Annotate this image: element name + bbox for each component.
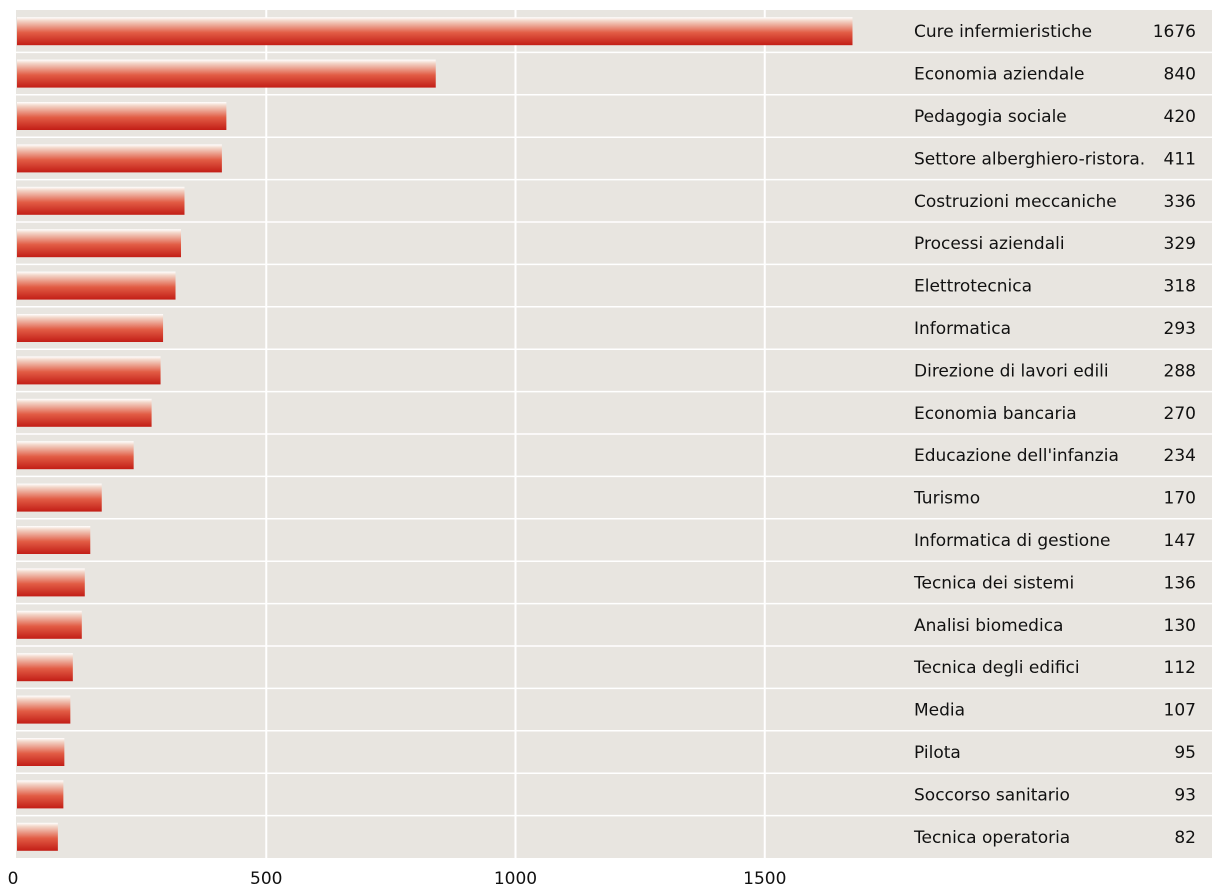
- bar: [17, 653, 73, 682]
- category-label: Tecnica dei sistemi: [913, 573, 1074, 593]
- category-label: Economia bancaria: [914, 404, 1077, 424]
- bar: [17, 526, 91, 554]
- x-tick-label: 500: [250, 869, 282, 886]
- x-tick-label: 1500: [743, 869, 786, 886]
- bar: [17, 822, 58, 851]
- category-label: Pedagogia sociale: [914, 107, 1067, 127]
- bar: [17, 102, 227, 130]
- value-label: 130: [1164, 616, 1196, 636]
- bar: [17, 229, 182, 258]
- bar: [17, 271, 176, 300]
- category-labels: Cure infermieristiche 1676 Economia aziend…: [913, 22, 1196, 848]
- value-label: 1676: [1153, 22, 1196, 42]
- bar: [17, 398, 152, 427]
- category-label: Costruzioni meccaniche: [914, 192, 1117, 212]
- category-label: Media: [914, 701, 965, 721]
- bar: [17, 144, 222, 173]
- value-label: 420: [1164, 107, 1196, 127]
- category-label: Direzione di lavori edili: [914, 361, 1109, 381]
- x-tick-label: 0: [8, 869, 19, 886]
- value-label: 95: [1174, 743, 1196, 763]
- value-label: 411: [1164, 149, 1196, 169]
- bar: [17, 17, 853, 46]
- category-label: Pilota: [914, 743, 961, 763]
- value-label: 93: [1174, 785, 1196, 805]
- value-label: 136: [1164, 573, 1196, 593]
- category-label: Tecnica degli edifici: [913, 658, 1080, 678]
- value-label: 112: [1164, 658, 1196, 678]
- bar: [17, 186, 185, 215]
- value-label: 329: [1164, 234, 1196, 254]
- grid: [16, 10, 1212, 858]
- category-label: Tecnica operatoria: [913, 828, 1070, 848]
- bar: [17, 356, 161, 385]
- category-label: Analisi biomedica: [914, 616, 1063, 636]
- value-label: 270: [1164, 404, 1196, 424]
- value-label: 234: [1164, 446, 1196, 466]
- value-label: 840: [1164, 65, 1196, 85]
- category-label: Informatica di gestione: [914, 531, 1110, 551]
- bar: [17, 483, 102, 512]
- bars: [17, 17, 853, 851]
- category-label: Informatica: [914, 319, 1011, 339]
- category-label: Economia aziendale: [914, 65, 1084, 85]
- x-axis-ticks: 0 500 1000 1500: [8, 869, 787, 886]
- value-label: 147: [1164, 531, 1196, 551]
- bar: [17, 695, 71, 724]
- value-label: 336: [1164, 192, 1196, 212]
- value-label: 293: [1164, 319, 1196, 339]
- bar: [17, 610, 82, 639]
- bar: [17, 314, 164, 342]
- bar: [17, 780, 64, 809]
- value-label: 288: [1164, 361, 1196, 381]
- category-label: Elettrotecnica: [914, 277, 1032, 297]
- category-label: Turismo: [913, 489, 980, 509]
- category-label: Cure infermieristiche: [914, 22, 1092, 42]
- bar: [17, 59, 436, 88]
- bar: [17, 568, 85, 597]
- value-label: 170: [1164, 489, 1196, 509]
- category-label: Educazione dell'infanzia: [914, 446, 1119, 466]
- category-label: Settore alberghiero-ristora.: [914, 149, 1145, 169]
- value-label: 82: [1174, 828, 1196, 848]
- category-label: Processi aziendali: [914, 234, 1065, 254]
- x-tick-label: 1000: [494, 869, 537, 886]
- category-label: Soccorso sanitario: [914, 785, 1070, 805]
- bar: [17, 738, 65, 766]
- value-label: 107: [1164, 701, 1196, 721]
- bar: [17, 441, 134, 470]
- value-label: 318: [1164, 277, 1196, 297]
